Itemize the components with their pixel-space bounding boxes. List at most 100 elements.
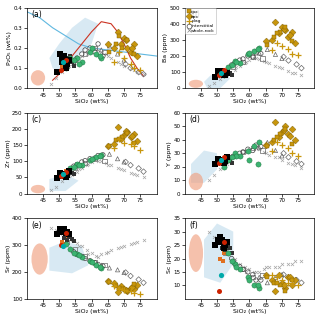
Point (125, 289, 130, 294)
Point (65, 229, 70, 235)
Point (221, 156, 227, 161)
Point (234, 153, 239, 158)
Text: (a): (a) (32, 10, 43, 19)
Point (141, 72, 146, 77)
Point (92, 156, 97, 161)
Point (263, 60, 268, 65)
Point (131, 240, 136, 245)
Point (260, 148, 265, 153)
Point (74, 55, 79, 60)
Point (220, 160, 225, 165)
Point (286, 160, 291, 165)
Point (224, 245, 229, 250)
Point (112, 284, 117, 289)
Point (113, 41, 118, 46)
Point (244, 59, 249, 64)
Polygon shape (49, 18, 98, 72)
Point (99, 49, 104, 54)
Point (131, 282, 136, 287)
Point (89, 47, 94, 52)
Point (65, 170, 70, 175)
Point (215, 68, 220, 73)
Point (83, 256, 88, 261)
Point (261, 267, 267, 272)
Point (69, 172, 75, 177)
Point (105, 41, 110, 46)
Point (223, 160, 228, 165)
Point (240, 59, 245, 64)
Point (94, 254, 99, 259)
Point (113, 138, 118, 143)
Point (273, 63, 278, 68)
Point (71, 172, 76, 177)
Point (131, 287, 136, 292)
Point (63, 241, 68, 246)
Point (79, 53, 84, 59)
Point (69, 60, 75, 65)
Point (83, 160, 88, 165)
Point (231, 153, 236, 158)
Point (94, 52, 99, 57)
Point (276, 264, 281, 269)
Point (122, 64, 127, 69)
Point (74, 169, 79, 174)
Point (255, 161, 260, 166)
Point (261, 58, 267, 63)
Point (218, 240, 223, 245)
Point (58, 68, 63, 73)
Point (59, 64, 64, 69)
Point (115, 125, 120, 130)
Point (258, 277, 263, 283)
Point (115, 165, 120, 170)
Point (229, 72, 234, 77)
Point (104, 52, 109, 57)
Legend: cpx, opx, plag, interstitial, whole-rock: cpx, opx, plag, interstitial, whole-rock (185, 8, 216, 34)
Point (221, 245, 226, 250)
Point (281, 54, 286, 60)
Point (253, 50, 259, 55)
Point (252, 144, 257, 149)
Point (223, 70, 228, 75)
Point (247, 267, 252, 272)
Point (112, 146, 117, 151)
Point (128, 274, 133, 279)
Point (226, 69, 231, 74)
Ellipse shape (31, 185, 45, 193)
Point (217, 234, 222, 239)
Point (118, 167, 124, 172)
Point (275, 31, 280, 36)
Point (247, 157, 252, 163)
Point (281, 26, 286, 31)
Point (112, 45, 117, 51)
Point (74, 252, 79, 257)
Point (89, 159, 94, 164)
Point (221, 251, 227, 256)
Point (95, 262, 100, 267)
Point (131, 291, 136, 296)
Point (250, 148, 255, 153)
Point (79, 244, 84, 249)
Point (86, 161, 91, 166)
Ellipse shape (31, 244, 48, 275)
X-axis label: SiO₂ (wt%): SiO₂ (wt%) (75, 309, 108, 315)
Point (279, 24, 284, 29)
Point (122, 58, 127, 63)
Point (276, 64, 281, 69)
Point (63, 170, 68, 175)
Point (134, 53, 140, 59)
Point (131, 66, 136, 71)
Point (89, 156, 94, 161)
Point (69, 237, 75, 242)
Point (289, 51, 294, 56)
Point (84, 162, 89, 167)
X-axis label: SiO₂ (wt%): SiO₂ (wt%) (233, 99, 266, 104)
Point (53, 184, 59, 189)
Point (281, 151, 286, 156)
Point (102, 158, 107, 163)
Point (245, 269, 251, 275)
Point (59, 171, 64, 176)
Point (138, 292, 143, 297)
Point (218, 77, 223, 82)
Point (229, 62, 234, 68)
Point (79, 60, 84, 65)
